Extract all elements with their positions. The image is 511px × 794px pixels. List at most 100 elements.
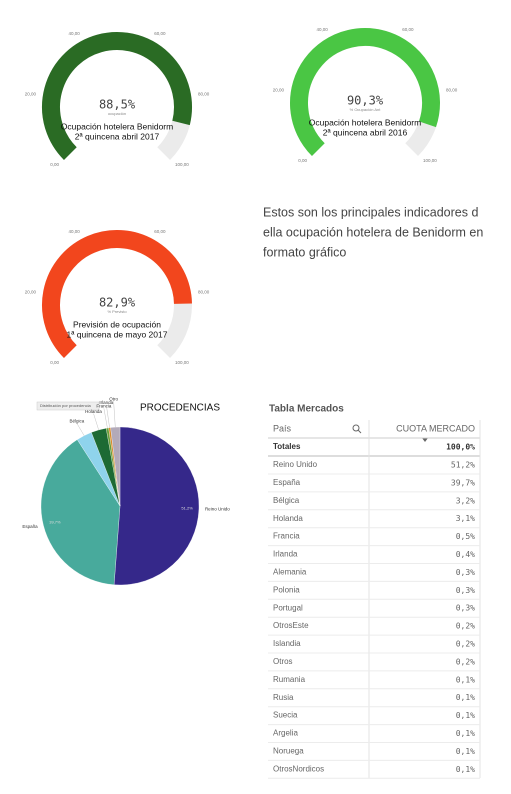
cell: España xyxy=(273,478,301,487)
cell: 0,2% xyxy=(456,657,475,666)
cell: Portugal xyxy=(273,603,303,612)
gauge-tick-label: 40,00 xyxy=(69,229,81,234)
gauge-tick-label: 20,00 xyxy=(25,91,37,96)
gauge-subtitle: % Ocupación Ant xyxy=(350,107,382,112)
cell: Otros xyxy=(273,657,293,666)
gauge-subtitle: ocupación xyxy=(108,111,126,116)
cell: 0,1% xyxy=(456,729,475,738)
table: Tabla Mercados País CUOTA MERCADO Totale… xyxy=(268,404,481,779)
gauge-tick-label: 100,00 xyxy=(423,158,437,163)
gauge-tick-label: 0,00 xyxy=(50,360,59,365)
gauge-tick-label: 20,00 xyxy=(273,87,285,92)
totals-cell: Totales xyxy=(273,442,301,451)
cell: OtrosEste xyxy=(273,621,309,630)
cell: Noruega xyxy=(273,747,304,756)
gauge-title: Previsión de ocupación xyxy=(73,319,161,329)
cell: Francia xyxy=(273,532,300,541)
pie-label: Otro xyxy=(109,396,118,401)
leader-line xyxy=(113,401,116,428)
gauge-value-label: 88,5% xyxy=(99,98,136,112)
cell: OtrosNordicos xyxy=(273,764,324,773)
gauge-title: 1ª quincena de mayo 2017 xyxy=(67,329,168,339)
cell: Holanda xyxy=(273,514,303,523)
pie-value-label: 51,2% xyxy=(181,506,193,511)
cell: 0,2% xyxy=(456,640,475,649)
cell: 0,1% xyxy=(456,711,475,720)
gauge-tick-label: 20,00 xyxy=(25,289,37,294)
header-cell[interactable]: CUOTA MERCADO xyxy=(396,423,475,433)
gauge-tick-label: 100,00 xyxy=(175,162,189,167)
gauge-title: Ocupación hotelera Benidorm xyxy=(309,117,421,127)
legend-button-label: Distribución por procedencia xyxy=(40,403,91,408)
cell: 39,7% xyxy=(451,478,475,487)
gauge-tick-label: 100,00 xyxy=(175,360,189,365)
gauge-value xyxy=(42,32,192,161)
gauge-title: 2ª quincena abril 2016 xyxy=(323,127,408,137)
gauge-title: 2ª quincena abril 2017 xyxy=(75,131,160,141)
paragraph: Estos son los principales indicadores d … xyxy=(263,205,483,259)
pie-label: Francia xyxy=(96,403,112,408)
cell: 0,3% xyxy=(456,586,475,595)
header-cell: País xyxy=(273,423,292,433)
gauge-tick-label: 80,00 xyxy=(446,87,458,92)
cell: Rumania xyxy=(273,675,306,684)
cell: 0,1% xyxy=(456,765,475,774)
cell: 0,3% xyxy=(456,568,475,577)
gauge-tick-label: 60,00 xyxy=(154,31,166,36)
totals-cell: 100,0% xyxy=(446,443,475,452)
sort-arrow xyxy=(422,438,428,442)
cell: 0,5% xyxy=(456,532,475,541)
leader-line xyxy=(106,404,110,428)
cell: 0,2% xyxy=(456,622,475,631)
paragraph-line: formato gráfico xyxy=(263,245,346,259)
gauge-title: Ocupación hotelera Benidorm xyxy=(61,121,173,131)
cell: 3,2% xyxy=(456,496,475,505)
pie-slice xyxy=(40,439,121,585)
gauge-value-label: 82,9% xyxy=(99,296,136,310)
cell: 0,1% xyxy=(456,675,475,684)
pie-label: Irlanda xyxy=(99,400,113,405)
pie-slice xyxy=(113,426,200,586)
gauge-value xyxy=(42,230,192,359)
pie-value-label: 39,7% xyxy=(49,520,61,525)
cell: Argelia xyxy=(273,729,298,738)
paragraph-line: ella ocupación hotelera de Benidorm en xyxy=(263,225,483,239)
cell: Suecia xyxy=(273,711,298,720)
gauge-tick-label: 80,00 xyxy=(198,289,210,294)
cell: 0,1% xyxy=(456,747,475,756)
cell: Islandia xyxy=(273,639,301,648)
gauge-tick-label: 0,00 xyxy=(298,158,307,163)
cell: Alemania xyxy=(273,568,307,577)
gauge-tick-label: 60,00 xyxy=(402,27,414,32)
gauge-tick-label: 80,00 xyxy=(198,91,210,96)
pie-label: Bélgica xyxy=(69,419,84,424)
cell: 0,3% xyxy=(456,604,475,613)
pie-label: España xyxy=(22,524,38,529)
cell: Rusia xyxy=(273,693,294,702)
gauge-value-label: 90,3% xyxy=(347,94,384,108)
leader-line xyxy=(103,408,108,429)
gauge-tick-label: 40,00 xyxy=(317,27,329,32)
gauge-value xyxy=(290,28,440,157)
gauge-tick-label: 60,00 xyxy=(154,229,166,234)
leader-line xyxy=(93,413,99,430)
paragraph-line: Estos son los principales indicadores d xyxy=(263,205,478,219)
cell: Reino Unido xyxy=(273,460,318,469)
cell: 0,1% xyxy=(456,693,475,702)
pie-title: PROCEDENCIAS xyxy=(140,403,220,414)
table-title: Tabla Mercados xyxy=(269,404,344,415)
cell: 51,2% xyxy=(451,461,475,470)
gauge-tick-label: 40,00 xyxy=(69,31,81,36)
gauge-subtitle: % Previsto xyxy=(107,309,127,314)
cell: Polonia xyxy=(273,585,300,594)
cell: Bélgica xyxy=(273,496,300,505)
cell: 0,4% xyxy=(456,550,475,559)
pie-label: Reino Unido xyxy=(205,506,230,511)
leader-line xyxy=(76,423,85,436)
gauge-tick-label: 0,00 xyxy=(50,162,59,167)
cell: Irlanda xyxy=(273,550,298,559)
legend-button[interactable] xyxy=(36,401,100,411)
search-icon[interactable] xyxy=(352,424,362,434)
pie-label: Holanda xyxy=(85,409,102,414)
